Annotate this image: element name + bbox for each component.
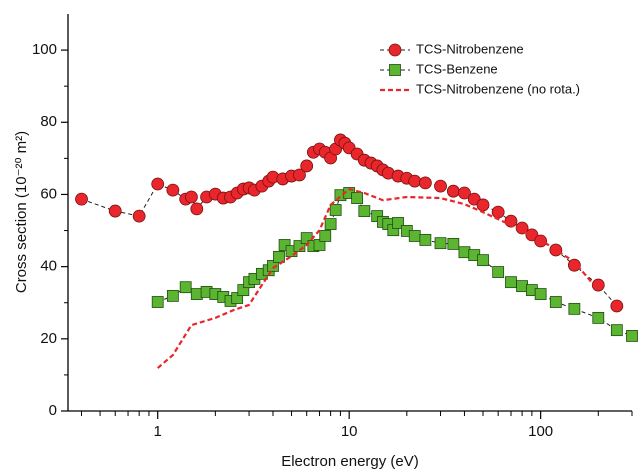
data-point	[408, 230, 421, 242]
data-point	[392, 217, 404, 229]
y-tick-label: 60	[40, 185, 57, 202]
data-point	[549, 296, 562, 308]
data-point	[190, 202, 204, 216]
data-point	[626, 330, 638, 342]
data-point	[267, 260, 279, 272]
y-tick-label: 100	[32, 41, 57, 58]
data-point	[273, 250, 285, 263]
data-point	[568, 302, 581, 315]
data-point	[351, 192, 364, 204]
data-point	[492, 266, 505, 278]
data-point	[534, 288, 547, 300]
series-line	[156, 187, 600, 369]
data-point	[300, 159, 314, 173]
x-axis-title: Electron energy (eV)	[281, 453, 419, 470]
data-point	[447, 237, 460, 250]
data-point	[505, 276, 517, 289]
data-point	[231, 292, 244, 304]
data-point	[179, 281, 192, 294]
x-tick-label: 1	[154, 423, 162, 440]
y-tick-label: 80	[40, 113, 57, 130]
y-axis-title: Cross section (10⁻²⁰ m²)	[13, 131, 30, 293]
data-point	[458, 246, 471, 259]
data-point	[610, 324, 623, 337]
data-point	[324, 218, 337, 230]
data-point	[293, 168, 306, 182]
legend-marker	[389, 64, 401, 76]
data-point	[75, 192, 88, 206]
data-point	[549, 243, 563, 257]
x-tick-label: 10	[341, 423, 358, 440]
data-point	[434, 179, 447, 193]
data-point	[476, 198, 490, 212]
data-point	[516, 280, 528, 293]
data-point	[418, 176, 432, 190]
data-point	[151, 296, 164, 308]
data-point	[358, 205, 371, 217]
data-point	[166, 289, 179, 302]
data-point	[319, 230, 332, 242]
data-point	[610, 299, 624, 313]
legend-label: TCS-Nitrobenzene	[416, 41, 524, 56]
data-point	[108, 204, 122, 218]
y-tick-label: 40	[40, 258, 57, 275]
legend-label: TCS-Benzene	[416, 61, 498, 76]
data-point	[592, 311, 605, 324]
data-point	[458, 186, 471, 200]
data-point	[278, 239, 291, 251]
y-tick-label: 20	[40, 330, 57, 347]
data-point	[477, 254, 489, 267]
data-point	[491, 205, 505, 219]
legend-marker	[388, 43, 402, 57]
data-point	[419, 234, 432, 246]
series-line	[81, 139, 618, 307]
data-point	[132, 209, 146, 223]
data-point	[567, 258, 581, 272]
data-point	[166, 183, 180, 197]
data-point	[151, 177, 165, 191]
data-point	[329, 204, 342, 216]
data-point	[408, 174, 422, 188]
data-point	[434, 237, 447, 250]
data-point	[293, 240, 306, 252]
series-line	[157, 192, 633, 337]
data-point	[185, 190, 198, 204]
data-point	[446, 184, 460, 198]
y-tick-label: 0	[49, 402, 57, 419]
legend-label: TCS-Nitrobenzene (no rota.)	[416, 81, 580, 96]
x-tick-label: 100	[528, 423, 553, 440]
data-point	[190, 288, 203, 300]
